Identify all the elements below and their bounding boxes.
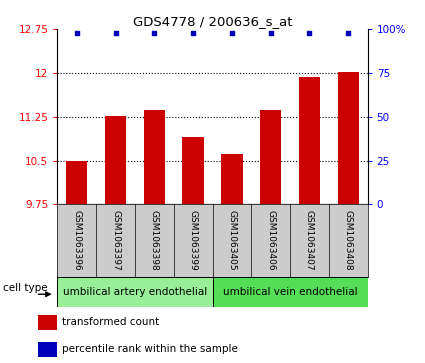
Bar [66, 160, 88, 204]
Bar [144, 110, 165, 204]
Title: GDS4778 / 200636_s_at: GDS4778 / 200636_s_at [133, 15, 292, 28]
Point [74, 30, 80, 36]
Bar [105, 115, 126, 204]
Text: GSM1063405: GSM1063405 [227, 210, 236, 271]
Bar [299, 77, 320, 204]
Bar [38, 315, 57, 330]
Bar [260, 110, 281, 204]
Point [151, 30, 158, 36]
Text: umbilical artery endothelial: umbilical artery endothelial [63, 287, 207, 297]
Point [306, 30, 313, 36]
Text: GSM1063408: GSM1063408 [344, 210, 353, 271]
Bar [221, 154, 243, 204]
Text: umbilical vein endothelial: umbilical vein endothelial [223, 287, 357, 297]
Point [345, 30, 351, 36]
Point [112, 30, 119, 36]
FancyBboxPatch shape [212, 277, 368, 307]
Text: GSM1063407: GSM1063407 [305, 210, 314, 271]
FancyBboxPatch shape [57, 277, 212, 307]
Point [229, 30, 235, 36]
Text: transformed count: transformed count [62, 318, 159, 327]
Text: percentile rank within the sample: percentile rank within the sample [62, 344, 238, 355]
Bar [337, 72, 359, 204]
Text: GSM1063398: GSM1063398 [150, 210, 159, 271]
Bar [38, 342, 57, 357]
Point [267, 30, 274, 36]
Text: GSM1063396: GSM1063396 [72, 210, 81, 271]
Bar [182, 137, 204, 204]
Text: GSM1063406: GSM1063406 [266, 210, 275, 271]
Text: GSM1063397: GSM1063397 [111, 210, 120, 271]
Text: GSM1063399: GSM1063399 [189, 210, 198, 271]
Point [190, 30, 196, 36]
Text: cell type: cell type [3, 283, 48, 293]
